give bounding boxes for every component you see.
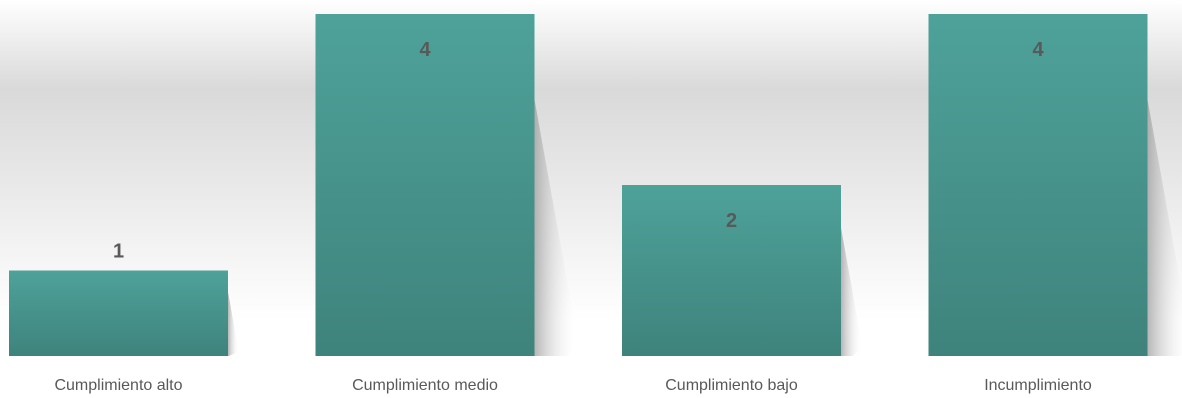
data-labels: 1 4 2 4 [113,39,1045,263]
category-label-incumplimiento: Incumplimiento [984,377,1092,394]
bar-shadow-cumplimiento-bajo [841,227,863,356]
data-label-cumplimiento-alto: 1 [113,241,124,263]
category-labels: Cumplimiento alto Cumplimiento medio Cumpl… [54,377,1091,394]
bar-shadow-cumplimiento-alto [228,291,239,356]
bar-cumplimiento-medio [315,14,535,356]
bar-shadows [228,99,1182,356]
bars [9,14,1148,356]
category-label-cumplimiento-alto: Cumplimiento alto [54,377,182,394]
data-label-cumplimiento-medio: 4 [419,39,431,61]
category-label-cumplimiento-medio: Cumplimiento medio [352,377,498,394]
data-label-cumplimiento-bajo: 2 [726,210,737,232]
bar-incumplimiento [928,14,1148,356]
category-label-cumplimiento-bajo: Cumplimiento bajo [665,377,798,394]
bar-cumplimiento-alto [9,270,228,356]
data-label-incumplimiento: 4 [1032,39,1044,61]
bar-shadow-cumplimiento-medio [534,99,578,356]
bar-cumplimiento-bajo [622,185,841,356]
bar-shadow-incumplimiento [1147,99,1182,356]
